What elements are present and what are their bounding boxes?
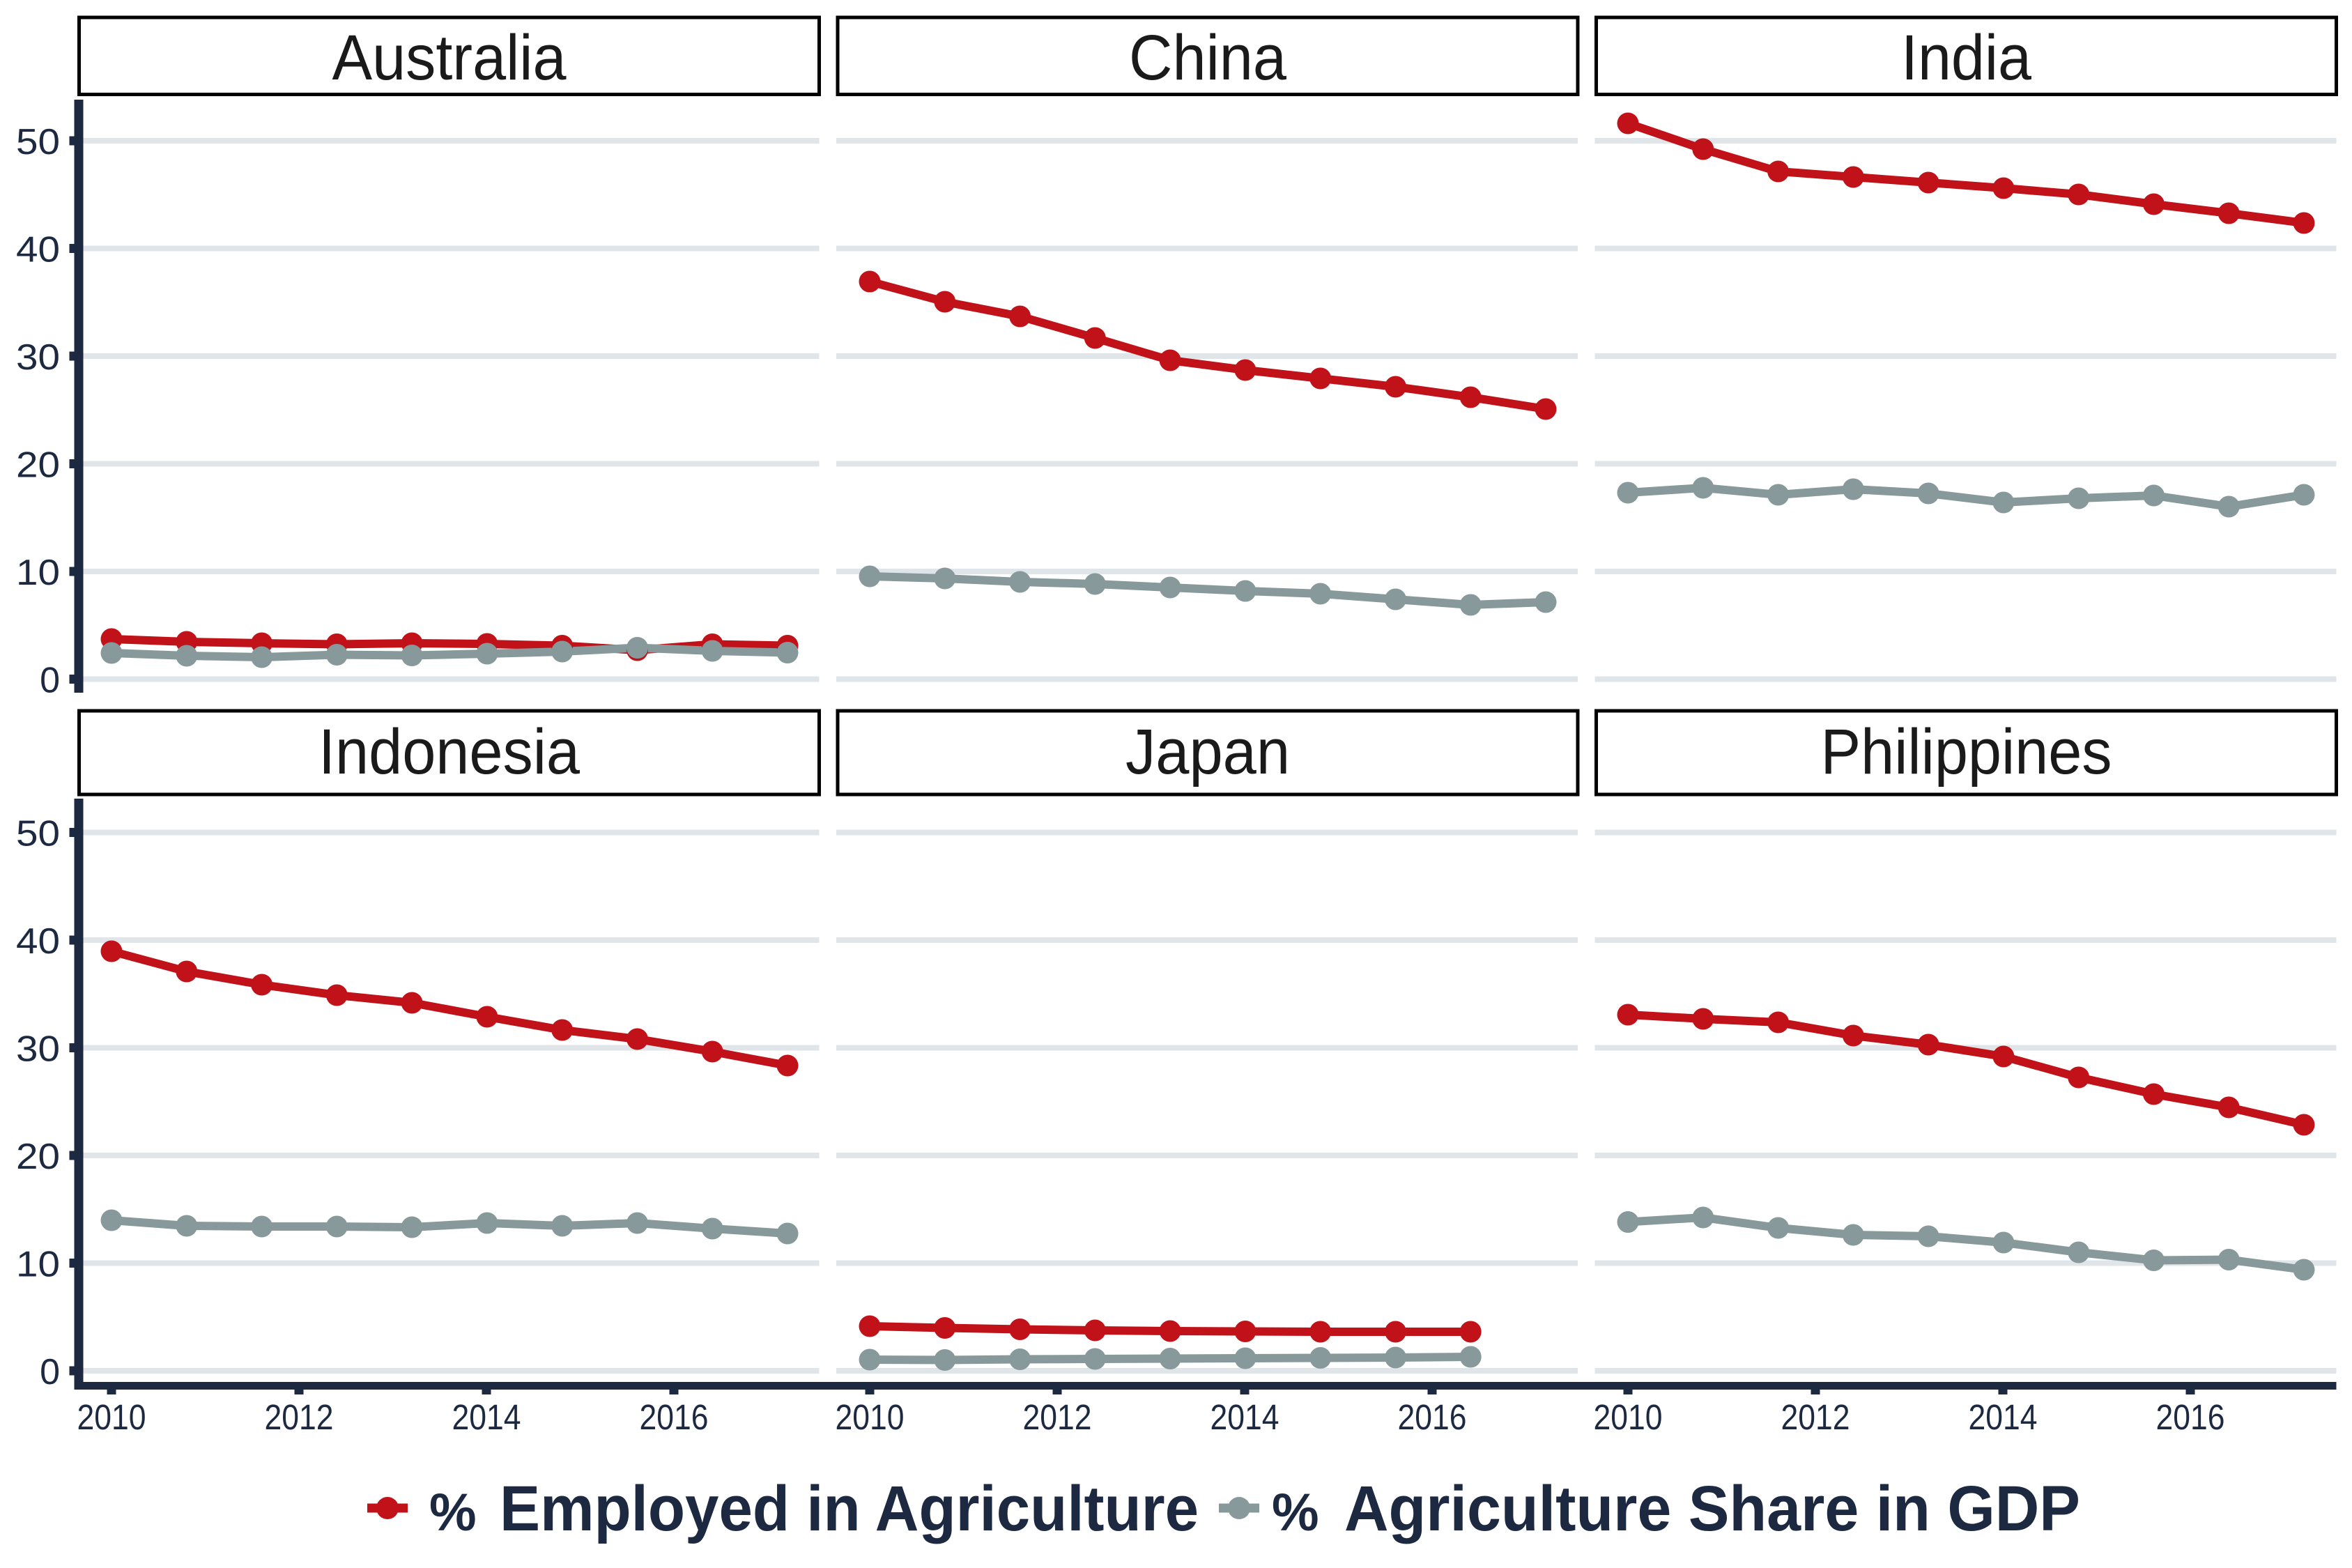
svg-text:%: % bbox=[429, 1483, 477, 1542]
svg-text:Australia: Australia bbox=[332, 22, 567, 93]
svg-text:2016: 2016 bbox=[1398, 1397, 1467, 1437]
svg-text:40: 40 bbox=[16, 921, 60, 962]
svg-text:20: 20 bbox=[16, 445, 60, 486]
svg-text:50: 50 bbox=[16, 122, 60, 162]
svg-text:Indonesia: Indonesia bbox=[318, 716, 581, 787]
svg-text:50: 50 bbox=[16, 814, 60, 854]
svg-text:2010: 2010 bbox=[77, 1397, 146, 1437]
svg-text:2012: 2012 bbox=[1023, 1397, 1092, 1437]
svg-text:2014: 2014 bbox=[1210, 1397, 1279, 1437]
svg-text:Agriculture Share in GDP: Agriculture Share in GDP bbox=[1344, 1473, 2080, 1544]
svg-text:2014: 2014 bbox=[452, 1397, 521, 1437]
svg-text:0: 0 bbox=[40, 1352, 60, 1392]
svg-text:Japan: Japan bbox=[1125, 716, 1290, 787]
svg-text:2010: 2010 bbox=[1594, 1397, 1663, 1437]
svg-text:Employed in Agriculture: Employed in Agriculture bbox=[500, 1473, 1199, 1544]
svg-text:2012: 2012 bbox=[265, 1397, 334, 1437]
svg-text:2016: 2016 bbox=[2156, 1397, 2225, 1437]
svg-text:30: 30 bbox=[16, 337, 60, 378]
svg-text:2016: 2016 bbox=[640, 1397, 709, 1437]
svg-text:China: China bbox=[1129, 22, 1287, 93]
svg-text:2010: 2010 bbox=[836, 1397, 905, 1437]
svg-text:2012: 2012 bbox=[1781, 1397, 1850, 1437]
svg-text:%: % bbox=[1272, 1483, 1319, 1542]
svg-text:40: 40 bbox=[16, 230, 60, 270]
svg-text:India: India bbox=[1901, 22, 2032, 93]
svg-text:10: 10 bbox=[16, 1245, 60, 1285]
svg-text:30: 30 bbox=[16, 1029, 60, 1070]
svg-text:10: 10 bbox=[16, 553, 60, 593]
svg-text:Philippines: Philippines bbox=[1821, 716, 2112, 787]
svg-text:0: 0 bbox=[40, 661, 60, 701]
svg-text:2014: 2014 bbox=[1969, 1397, 2038, 1437]
svg-text:20: 20 bbox=[16, 1137, 60, 1177]
